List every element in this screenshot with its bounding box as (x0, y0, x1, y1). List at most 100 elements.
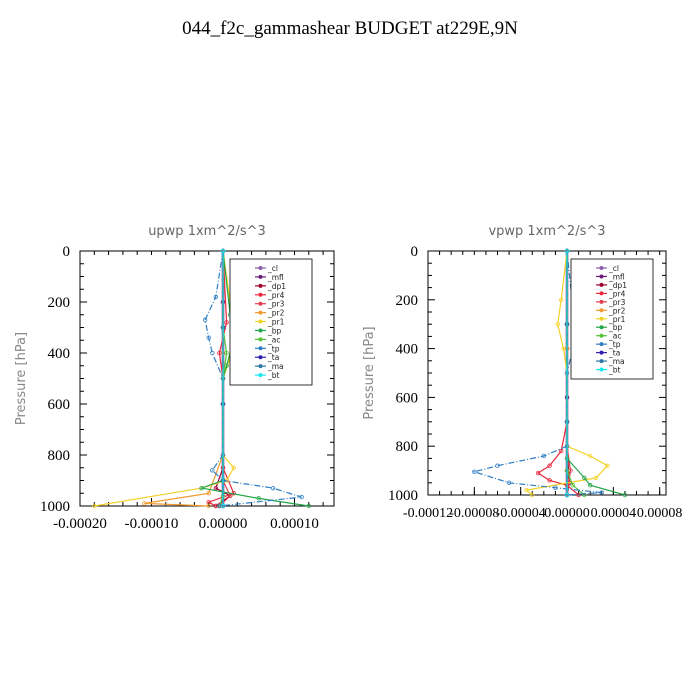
legend-marker (258, 355, 263, 360)
data-point (224, 320, 229, 325)
data-point (206, 491, 211, 496)
data-point (547, 463, 552, 468)
legend-box (229, 258, 313, 386)
data-point (582, 475, 587, 481)
data-point (564, 248, 570, 254)
data-point (561, 346, 566, 351)
legend-marker (599, 308, 604, 313)
legend-marker (599, 316, 604, 321)
data-point (559, 297, 564, 302)
data-point (220, 503, 226, 509)
data-point (622, 492, 628, 498)
data-point (547, 478, 552, 483)
legend-marker (599, 359, 604, 364)
legend-marker (258, 274, 263, 279)
legend-marker (258, 292, 263, 297)
legend-marker (599, 291, 604, 296)
y-tick-label: 400 (396, 342, 419, 358)
series-line-tp (204, 250, 302, 507)
legend-label: _ta (267, 353, 279, 362)
x-tick-label: 0.00010 (270, 516, 319, 532)
legend-label: _dp1 (608, 281, 627, 290)
x-tick-label: -0.00012 (403, 506, 453, 521)
y-tick-label: 800 (396, 439, 419, 455)
data-point (472, 469, 477, 475)
data-point (227, 493, 233, 498)
x-tick-label: 0.00004 (591, 506, 637, 521)
y-axis-label: Pressure [hPa] (14, 332, 29, 425)
legend-box (570, 258, 654, 380)
data-point (553, 485, 558, 490)
data-point (256, 496, 261, 501)
legend-marker (258, 328, 263, 333)
legend-label: _pr1 (608, 315, 626, 324)
legend-marker (258, 337, 263, 342)
y-tick-label: 0 (411, 244, 419, 260)
data-point (530, 492, 535, 498)
y-tick-label: 200 (48, 295, 71, 311)
chart-panel-2: vpwp 1xm^2/s^3 Pressure [hPa] 0 200 400 600 80… (362, 224, 682, 521)
series-line-pr1 (94, 250, 238, 507)
chart-title: vpwp 1xm^2/s^3 (488, 224, 605, 239)
legend-label: _ac (267, 335, 280, 344)
data-point (535, 470, 541, 476)
legend: _cl_mfl_dp1_pr4_pr3_pr2_pr1_bp_ac_tp_ta_… (570, 258, 654, 380)
legend-label: _mfl (267, 273, 284, 282)
legend-label: _cl (267, 264, 278, 273)
legend-marker (258, 364, 263, 369)
series-line-pr2 (144, 251, 224, 507)
data-point (210, 468, 215, 473)
legend-marker (258, 301, 263, 306)
data-point (206, 503, 211, 509)
legend-marker (258, 319, 263, 324)
data-point (541, 453, 547, 459)
legend-marker (258, 283, 263, 288)
legend-label: _pr3 (267, 300, 285, 309)
x-tick-label: 0.00000 (544, 506, 590, 521)
legend-marker (599, 342, 604, 347)
data-point (555, 322, 560, 327)
legend-marker (258, 346, 263, 351)
legend-marker (599, 367, 604, 372)
legend-label: _mfl (608, 272, 625, 281)
data-point (224, 350, 229, 356)
data-point (92, 503, 97, 509)
data-point (605, 463, 610, 468)
x-tick-label: -0.00010 (125, 516, 179, 532)
page-title: 044_f2c_gammashear BUDGET at229E,9N (182, 18, 518, 39)
data-point (231, 465, 236, 470)
legend: _cl_mfl_dp1_pr4_pr3_pr2_pr1_bp_ac_tp_ta_… (229, 258, 313, 386)
legend-label: _pr4 (608, 289, 626, 298)
legend-label: _bp (267, 326, 282, 335)
y-tick-label: 400 (48, 346, 71, 362)
legend-label: _pr2 (267, 309, 285, 318)
y-tick-label: 0 (63, 244, 71, 260)
data-point (220, 248, 226, 254)
data-point (593, 475, 599, 481)
legend-marker (599, 333, 604, 338)
data-point (495, 463, 500, 468)
legend-label: _ac (608, 332, 621, 341)
legend-label: _dp1 (267, 282, 286, 291)
legend-marker (599, 266, 604, 270)
legend-label: _pr2 (608, 306, 626, 315)
legend-marker (599, 282, 604, 287)
y-tick-label: 1000 (388, 488, 418, 504)
data-point (587, 483, 593, 488)
legend-label: _bt (267, 371, 280, 380)
y-tick-label: 600 (396, 390, 419, 406)
data-point (582, 492, 587, 498)
legend-label: _pr4 (267, 291, 285, 300)
legend-marker (258, 266, 263, 270)
data-point (206, 335, 211, 340)
legend-label: _bp (608, 323, 623, 332)
legend-label: _ma (267, 362, 284, 371)
data-point (559, 448, 564, 454)
legend-label: _ta (608, 349, 620, 358)
y-axis-label: Pressure [hPa] (362, 326, 377, 419)
legend-label: _pr1 (267, 318, 285, 327)
x-tick-label: -0.00020 (53, 516, 107, 532)
data-point (210, 350, 215, 356)
x-tick-label: -0.00008 (449, 506, 499, 521)
